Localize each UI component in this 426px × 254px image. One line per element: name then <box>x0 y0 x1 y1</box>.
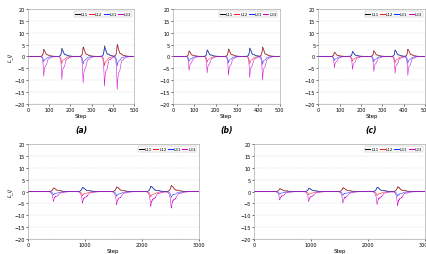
Y-axis label: L_ij: L_ij <box>7 187 13 196</box>
X-axis label: Step: Step <box>75 114 87 119</box>
Legend: L11, L12, L31, L33: L11, L12, L31, L33 <box>219 12 277 18</box>
Y-axis label: L_ij: L_ij <box>7 53 13 61</box>
Legend: L11, L12, L31, L33: L11, L12, L31, L33 <box>138 147 196 152</box>
Legend: L11, L12, L31, L33: L11, L12, L31, L33 <box>364 12 422 18</box>
X-axis label: Step: Step <box>365 114 377 119</box>
Legend: L11, L12, L31, L33: L11, L12, L31, L33 <box>364 147 422 152</box>
Text: (b): (b) <box>219 126 232 135</box>
X-axis label: Step: Step <box>332 248 345 253</box>
X-axis label: Step: Step <box>219 114 232 119</box>
X-axis label: Step: Step <box>106 248 119 253</box>
Text: (c): (c) <box>365 126 377 135</box>
Legend: L11, L12, L31, L33: L11, L12, L31, L33 <box>74 12 132 18</box>
Text: (a): (a) <box>75 126 87 135</box>
